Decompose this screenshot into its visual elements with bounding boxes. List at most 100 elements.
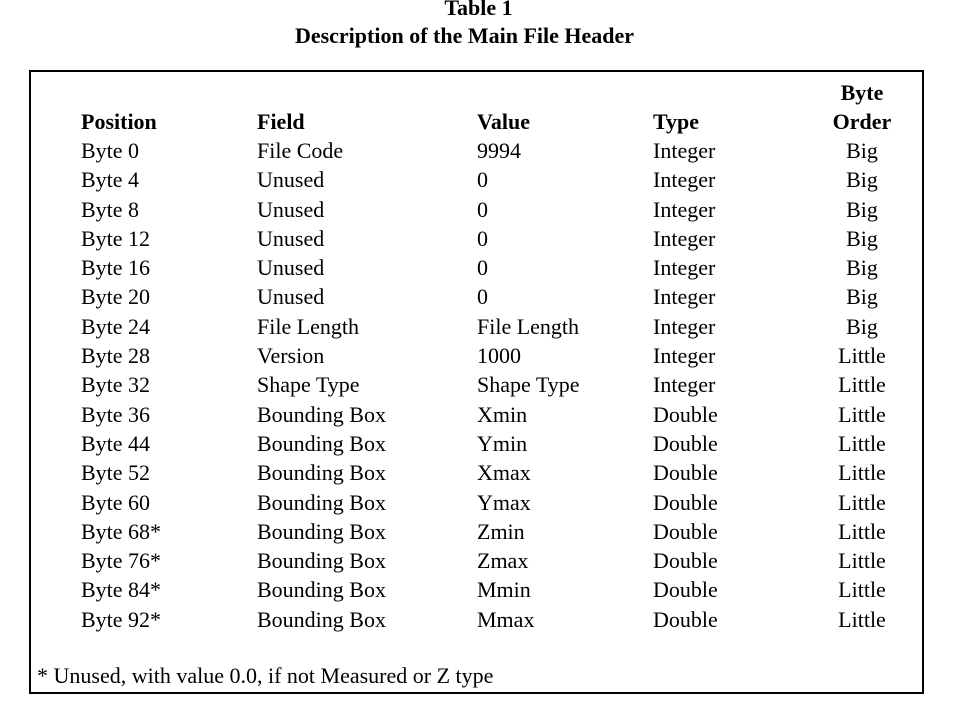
header-value: Value xyxy=(477,109,530,134)
table-row: Byte 92* Bounding Box Mmax Double Little xyxy=(81,605,907,634)
header-byte-order-line1: Byte xyxy=(840,80,884,105)
cell-type: Integer xyxy=(653,313,716,339)
cell-field: Unused xyxy=(257,255,325,281)
cell-type: Integer xyxy=(653,255,716,281)
cell-byte-order: Little xyxy=(838,460,886,486)
cell-type: Integer xyxy=(653,372,716,398)
cell-position: Byte 44 xyxy=(81,430,151,456)
cell-byte-order: Little xyxy=(838,372,886,398)
cell-field: Unused xyxy=(257,284,325,310)
cell-position: Byte 24 xyxy=(81,313,151,339)
cell-value: Zmax xyxy=(477,548,529,574)
cell-type: Integer xyxy=(653,167,716,193)
table-row: Byte 60 Bounding Box Ymax Double Little xyxy=(81,488,907,517)
cell-field: Version xyxy=(257,343,325,369)
cell-value: Mmin xyxy=(477,577,531,603)
table-row: Byte 84* Bounding Box Mmin Double Little xyxy=(81,575,907,604)
cell-position: Byte 16 xyxy=(81,255,151,281)
cell-value: Ymax xyxy=(477,489,531,515)
cell-field: Bounding Box xyxy=(257,401,386,427)
cell-position: Byte 28 xyxy=(81,343,151,369)
cell-field: Bounding Box xyxy=(257,606,386,632)
cell-value: Shape Type xyxy=(477,372,580,398)
cell-type: Double xyxy=(653,606,718,632)
cell-type: Double xyxy=(653,430,718,456)
cell-value: Xmax xyxy=(477,460,531,486)
cell-byte-order: Little xyxy=(838,548,886,574)
table-row: Byte 32 Shape Type Shape Type Integer Little xyxy=(81,370,907,399)
header-field: Field xyxy=(257,109,305,134)
table-row: Byte 16 Unused 0 Integer Big xyxy=(81,253,907,282)
cell-byte-order: Little xyxy=(838,518,886,544)
cell-type: Double xyxy=(653,401,718,427)
cell-field: Shape Type xyxy=(257,372,360,398)
cell-byte-order: Big xyxy=(846,225,878,251)
header-byte-order: Byte Order xyxy=(817,72,907,136)
cell-value: 0 xyxy=(477,225,488,251)
cell-position: Byte 8 xyxy=(81,196,140,222)
cell-position: Byte 52 xyxy=(81,460,151,486)
main-file-header-table: Position Field Value Type Byte Order Byte… xyxy=(81,72,907,634)
cell-byte-order: Big xyxy=(846,255,878,281)
cell-field: Unused xyxy=(257,196,325,222)
cell-value: 0 xyxy=(477,196,488,222)
cell-position: Byte 12 xyxy=(81,225,151,251)
cell-byte-order: Little xyxy=(838,489,886,515)
cell-value: File Length xyxy=(477,313,580,339)
table-row: Byte 24 File Length File Length Integer Big xyxy=(81,312,907,341)
cell-type: Integer xyxy=(653,196,716,222)
table-frame: Position Field Value Type Byte Order Byte… xyxy=(29,70,924,694)
cell-byte-order: Big xyxy=(846,167,878,193)
cell-byte-order: Big xyxy=(846,138,878,163)
cell-byte-order: Little xyxy=(838,577,886,603)
cell-position: Byte 84* xyxy=(81,577,162,603)
cell-type: Double xyxy=(653,460,718,486)
cell-value: Xmin xyxy=(477,401,528,427)
cell-byte-order: Little xyxy=(838,343,886,369)
cell-byte-order: Little xyxy=(838,430,886,456)
cell-position: Byte 32 xyxy=(81,372,151,398)
cell-field: Bounding Box xyxy=(257,548,386,574)
cell-field: File Length xyxy=(257,313,360,339)
cell-position: Byte 68* xyxy=(81,518,162,544)
table-subtitle: Description of the Main File Header xyxy=(294,23,635,48)
cell-value: Ymin xyxy=(477,430,528,456)
table-row: Byte 4 Unused 0 Integer Big xyxy=(81,165,907,194)
cell-field: Bounding Box xyxy=(257,489,386,515)
cell-type: Double xyxy=(653,548,718,574)
table-row: Byte 28 Version 1000 Integer Little xyxy=(81,341,907,370)
cell-value: 9994 xyxy=(477,138,521,163)
table-row: Byte 36 Bounding Box Xmin Double Little xyxy=(81,400,907,429)
table-row: Byte 8 Unused 0 Integer Big xyxy=(81,195,907,224)
table-row: Byte 76* Bounding Box Zmax Double Little xyxy=(81,546,907,575)
cell-value: Mmax xyxy=(477,606,535,632)
cell-position: Byte 20 xyxy=(81,284,151,310)
table-footnote: * Unused, with value 0.0, if not Measure… xyxy=(37,663,494,688)
cell-value: Zmin xyxy=(477,518,525,544)
header-byte-order-line2: Order xyxy=(832,109,892,134)
header-position: Position xyxy=(81,109,157,134)
cell-byte-order: Big xyxy=(846,196,878,222)
cell-field: Unused xyxy=(257,225,325,251)
cell-value: 1000 xyxy=(477,343,521,369)
cell-value: 0 xyxy=(477,284,488,310)
cell-type: Integer xyxy=(653,138,716,163)
table-row: Byte 0 File Code 9994 Integer Big xyxy=(81,136,907,165)
cell-byte-order: Little xyxy=(838,606,886,632)
cell-field: Bounding Box xyxy=(257,460,386,486)
cell-type: Double xyxy=(653,518,718,544)
header-type: Type xyxy=(653,109,700,134)
cell-field: File Code xyxy=(257,138,344,163)
table-title: Table 1 xyxy=(444,0,513,20)
cell-position: Byte 36 xyxy=(81,401,151,427)
cell-byte-order: Big xyxy=(846,284,878,310)
cell-field: Bounding Box xyxy=(257,430,386,456)
cell-value: 0 xyxy=(477,255,488,281)
cell-position: Byte 4 xyxy=(81,167,140,193)
table-row: Byte 44 Bounding Box Ymin Double Little xyxy=(81,429,907,458)
table-row: Byte 20 Unused 0 Integer Big xyxy=(81,282,907,311)
cell-field: Bounding Box xyxy=(257,577,386,603)
cell-position: Byte 92* xyxy=(81,606,162,632)
cell-type: Integer xyxy=(653,284,716,310)
cell-value: 0 xyxy=(477,167,488,193)
